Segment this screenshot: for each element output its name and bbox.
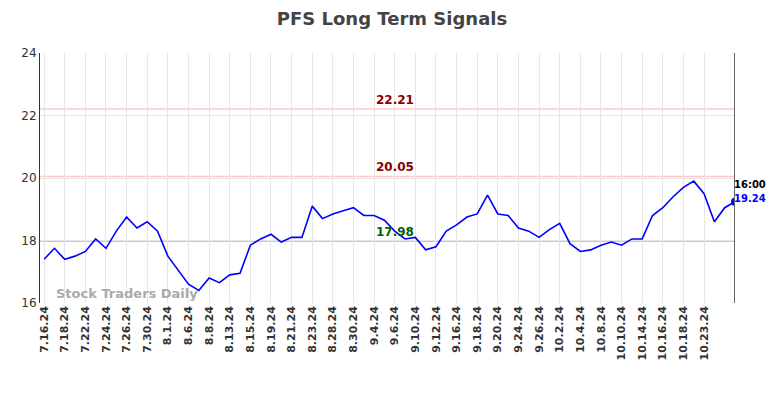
svg-text:10.16.24: 10.16.24 <box>656 306 669 361</box>
svg-text:7.30.24: 7.30.24 <box>141 306 154 353</box>
svg-text:9.24.24: 9.24.24 <box>512 306 525 353</box>
svg-text:Stock Traders Daily: Stock Traders Daily <box>56 286 198 301</box>
svg-text:7.18.24: 7.18.24 <box>58 306 71 353</box>
svg-text:7.16.24: 7.16.24 <box>38 306 51 353</box>
svg-text:9.12.24: 9.12.24 <box>430 306 443 353</box>
svg-text:8.13.24: 8.13.24 <box>223 306 236 353</box>
svg-text:8.8.24: 8.8.24 <box>203 306 216 345</box>
svg-text:8.28.24: 8.28.24 <box>326 306 339 353</box>
svg-text:9.6.24: 9.6.24 <box>388 306 401 345</box>
svg-text:20: 20 <box>21 171 36 185</box>
svg-text:10.14.24: 10.14.24 <box>636 306 649 361</box>
svg-text:8.1.24: 8.1.24 <box>161 306 174 345</box>
svg-text:17.98: 17.98 <box>376 225 414 239</box>
svg-text:19.24: 19.24 <box>734 193 766 204</box>
svg-text:7.26.24: 7.26.24 <box>120 306 133 353</box>
svg-text:10.2.24: 10.2.24 <box>553 306 566 353</box>
svg-text:9.20.24: 9.20.24 <box>491 306 504 353</box>
svg-text:8.23.24: 8.23.24 <box>306 306 319 353</box>
svg-text:10.10.24: 10.10.24 <box>615 306 628 361</box>
svg-text:16:00: 16:00 <box>734 179 766 190</box>
svg-text:9.4.24: 9.4.24 <box>368 306 381 345</box>
svg-text:8.30.24: 8.30.24 <box>347 306 360 353</box>
svg-text:10.23.24: 10.23.24 <box>698 306 711 361</box>
svg-text:10.4.24: 10.4.24 <box>574 306 587 353</box>
svg-text:PFS Long Term Signals: PFS Long Term Signals <box>277 8 507 29</box>
svg-text:8.21.24: 8.21.24 <box>285 306 298 353</box>
svg-text:7.24.24: 7.24.24 <box>100 306 113 353</box>
svg-text:10.8.24: 10.8.24 <box>595 306 608 353</box>
svg-text:10.18.24: 10.18.24 <box>677 306 690 361</box>
svg-text:22.21: 22.21 <box>376 93 414 107</box>
svg-text:9.18.24: 9.18.24 <box>471 306 484 353</box>
svg-text:24: 24 <box>21 46 36 60</box>
svg-text:8.6.24: 8.6.24 <box>182 306 195 345</box>
svg-text:9.10.24: 9.10.24 <box>409 306 422 353</box>
svg-text:7.22.24: 7.22.24 <box>79 306 92 353</box>
svg-text:18: 18 <box>21 234 36 248</box>
svg-text:20.05: 20.05 <box>376 160 414 174</box>
svg-text:22: 22 <box>21 109 36 123</box>
svg-text:9.26.24: 9.26.24 <box>533 306 546 353</box>
svg-text:8.15.24: 8.15.24 <box>244 306 257 353</box>
svg-text:8.19.24: 8.19.24 <box>265 306 278 353</box>
svg-text:9.16.24: 9.16.24 <box>450 306 463 353</box>
svg-text:16: 16 <box>21 296 36 310</box>
